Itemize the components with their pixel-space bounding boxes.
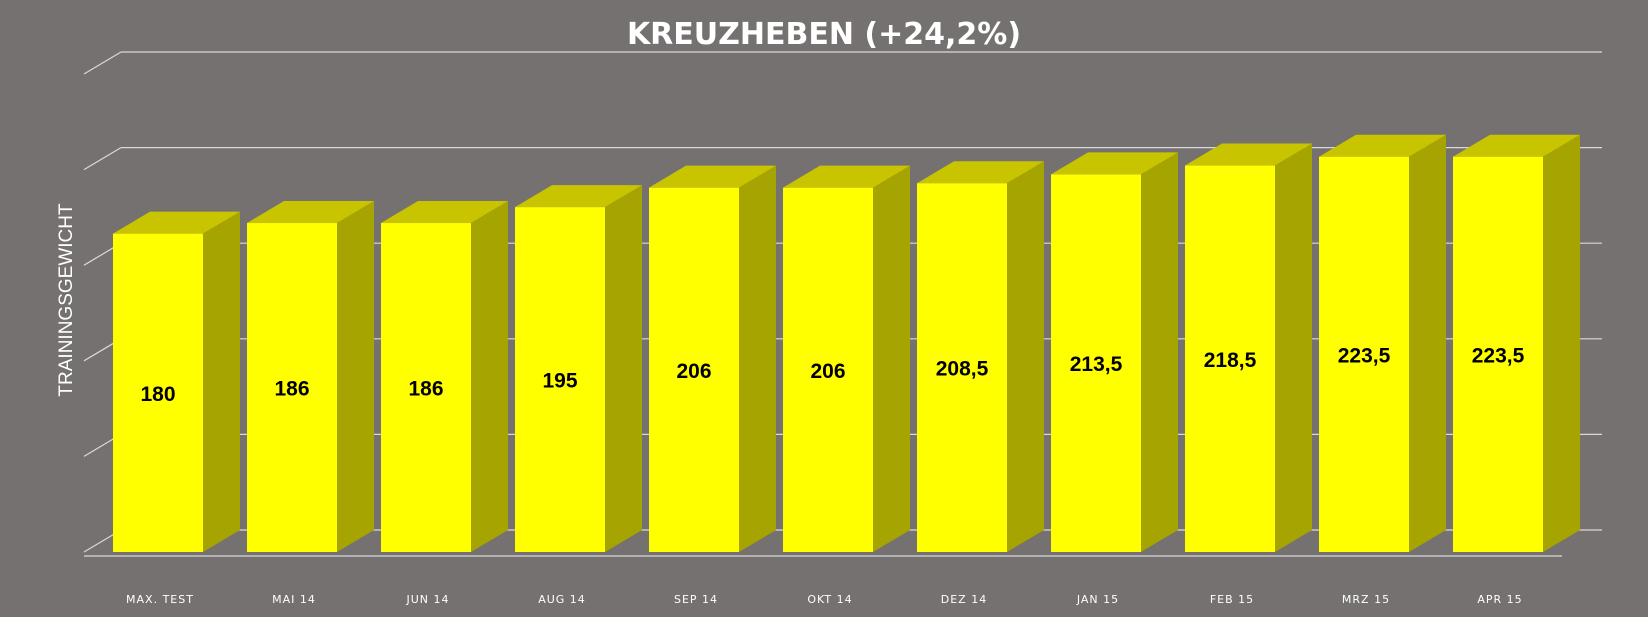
bar-side bbox=[471, 201, 508, 552]
x-tick-label: APR 15 bbox=[1477, 593, 1522, 606]
data-label: 208,5 bbox=[936, 358, 989, 381]
bar bbox=[1319, 134, 1446, 552]
bar-side bbox=[1275, 143, 1312, 552]
bar bbox=[1453, 134, 1580, 552]
bar-top bbox=[113, 211, 240, 234]
bar-top bbox=[1319, 134, 1446, 157]
bar-front bbox=[1319, 156, 1409, 552]
bar-top bbox=[1185, 143, 1312, 166]
x-tick-label: JAN 15 bbox=[1076, 593, 1119, 606]
data-label: 223,5 bbox=[1472, 344, 1525, 367]
data-labels: 180 186 186 195 206 206 208,5 213,5 218,5 223,5 22… bbox=[140, 344, 1524, 405]
data-label: 186 bbox=[274, 378, 309, 401]
bar-top bbox=[515, 185, 642, 208]
bar-front bbox=[649, 187, 739, 552]
bar-side bbox=[873, 165, 910, 552]
x-tick-label: JUN 14 bbox=[405, 593, 449, 606]
x-tick-labels: MAX. TEST MAI 14 JUN 14 AUG 14 SEP 14 OKT 14 D… bbox=[126, 593, 1522, 606]
bar bbox=[515, 185, 642, 553]
bar bbox=[247, 201, 374, 552]
bar-front bbox=[917, 183, 1007, 553]
bar-top bbox=[783, 165, 910, 188]
data-label: 218,5 bbox=[1204, 349, 1257, 372]
bar-front bbox=[1051, 174, 1141, 552]
y-axis-label: TRAININGSGEWICHT bbox=[56, 203, 77, 397]
bar-front bbox=[1185, 165, 1275, 552]
data-label: 206 bbox=[676, 360, 711, 383]
bar-front bbox=[783, 187, 873, 552]
bar-side bbox=[605, 185, 642, 553]
bar bbox=[381, 201, 508, 552]
bar-front bbox=[1453, 156, 1543, 552]
chart-title: KREUZHEBEN (+24,2%) bbox=[627, 17, 1021, 52]
bar-front bbox=[247, 223, 337, 552]
bar bbox=[917, 161, 1044, 553]
gridline-diagonal bbox=[83, 51, 122, 75]
bar-front bbox=[381, 223, 471, 552]
bar-front bbox=[515, 207, 605, 553]
x-tick-label: SEP 14 bbox=[674, 593, 718, 606]
bar-side bbox=[1409, 134, 1446, 552]
bar bbox=[783, 165, 910, 552]
bar-top bbox=[649, 165, 776, 188]
bar bbox=[113, 211, 240, 553]
x-tick-label: MAI 14 bbox=[272, 593, 316, 606]
bar-side bbox=[1543, 134, 1580, 552]
x-tick-label: OKT 14 bbox=[807, 593, 852, 606]
bar-top bbox=[247, 201, 374, 224]
x-tick-label: DEZ 14 bbox=[941, 593, 987, 606]
bar-top bbox=[1051, 152, 1178, 175]
bar-top bbox=[381, 201, 508, 224]
bar-side bbox=[739, 165, 776, 552]
data-label: 180 bbox=[140, 383, 175, 406]
bar-top bbox=[917, 161, 1044, 184]
data-label: 186 bbox=[408, 378, 443, 401]
gridline-diagonal bbox=[83, 147, 122, 171]
bar-side bbox=[1141, 152, 1178, 552]
data-label: 213,5 bbox=[1070, 353, 1123, 376]
bar bbox=[649, 165, 776, 552]
bar-side bbox=[203, 211, 240, 553]
bar-series bbox=[113, 134, 1580, 553]
bar-front bbox=[113, 233, 203, 553]
bar bbox=[1051, 152, 1178, 552]
bar-side bbox=[337, 201, 374, 552]
x-tick-label: FEB 15 bbox=[1210, 593, 1254, 606]
data-label: 223,5 bbox=[1338, 344, 1391, 367]
x-tick-label: MRZ 15 bbox=[1342, 593, 1390, 606]
x-tick-label: MAX. TEST bbox=[126, 593, 194, 606]
data-label: 206 bbox=[810, 360, 845, 383]
bar-top bbox=[1453, 134, 1580, 157]
bar bbox=[1185, 143, 1312, 552]
data-label: 195 bbox=[542, 370, 577, 393]
x-tick-label: AUG 14 bbox=[538, 593, 586, 606]
bar-side bbox=[1007, 161, 1044, 553]
